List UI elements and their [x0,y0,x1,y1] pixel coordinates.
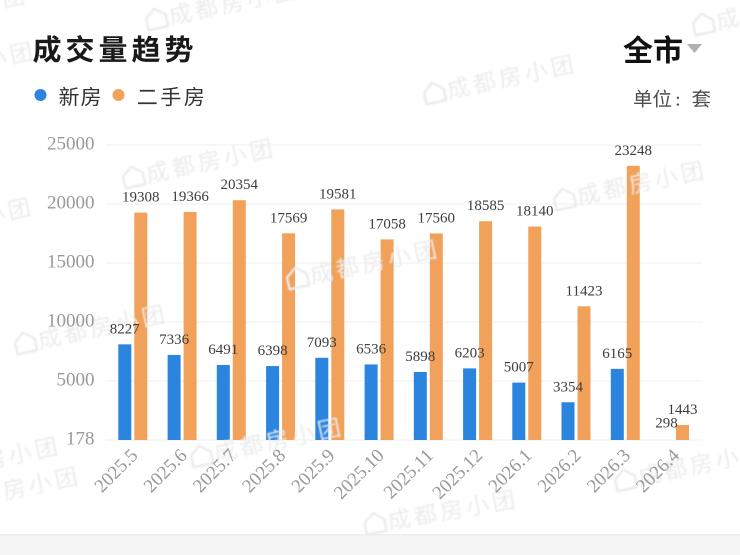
svg-text:25000: 25000 [47,134,95,155]
svg-text:6203: 6203 [455,345,485,361]
svg-text:6165: 6165 [602,346,632,362]
svg-text:178: 178 [66,429,95,450]
svg-text:11423: 11423 [566,283,603,299]
svg-text:19366: 19366 [171,189,209,205]
svg-text:6536: 6536 [356,341,387,357]
svg-text:298: 298 [655,416,678,432]
svg-text:5000: 5000 [57,370,95,391]
svg-text:20354: 20354 [221,177,259,193]
svg-text:23248: 23248 [615,143,653,159]
svg-text:19308: 19308 [122,190,160,206]
svg-text:2025.11: 2025.11 [380,445,438,503]
svg-text:6398: 6398 [258,343,288,359]
svg-text:2025.5: 2025.5 [91,445,143,497]
svg-text:3354: 3354 [553,379,584,395]
svg-text:18140: 18140 [516,204,554,220]
svg-text:2025.10: 2025.10 [330,445,389,504]
svg-text:2026.1: 2026.1 [485,445,537,497]
svg-text:10000: 10000 [47,311,95,332]
svg-text:8227: 8227 [110,321,141,337]
svg-text:5007: 5007 [504,360,535,376]
svg-text:2025.12: 2025.12 [429,445,488,504]
svg-text:17569: 17569 [270,210,308,226]
svg-text:20000: 20000 [47,193,95,214]
svg-text:2026.2: 2026.2 [534,445,586,497]
svg-text:6491: 6491 [208,342,238,358]
svg-text:2025.7: 2025.7 [189,445,241,497]
svg-text:5898: 5898 [405,349,435,365]
svg-text:2025.6: 2025.6 [140,445,192,497]
svg-text:19581: 19581 [319,186,357,202]
svg-text:17560: 17560 [418,210,456,226]
svg-text:7336: 7336 [159,332,190,348]
svg-text:17058: 17058 [368,216,406,232]
svg-text:1443: 1443 [668,402,698,418]
svg-text:15000: 15000 [47,252,95,273]
svg-text:7093: 7093 [307,335,337,351]
svg-text:18585: 18585 [467,198,505,214]
